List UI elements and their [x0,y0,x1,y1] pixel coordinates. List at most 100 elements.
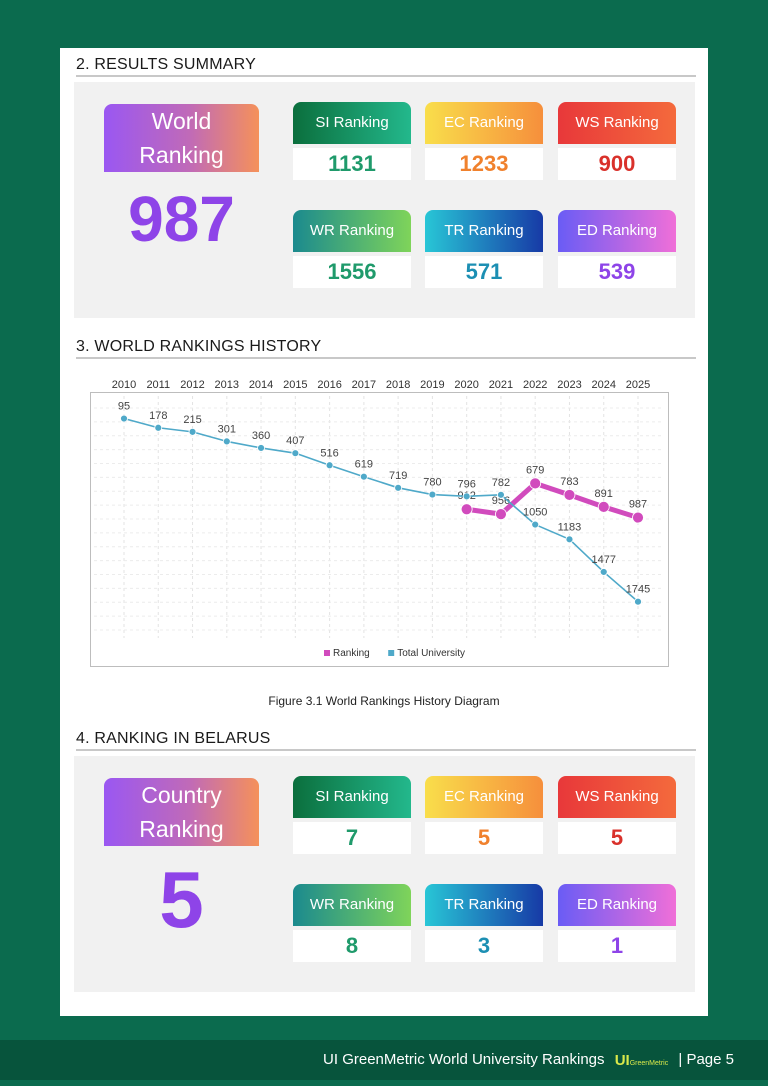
x-tick-label: 2024 [591,379,615,391]
data-point [291,449,300,458]
si-ranking-card: SI Ranking 1131 [293,102,411,180]
page-number: | Page 5 [678,1051,734,1068]
world-ranking-value: 987 [128,183,235,255]
x-tick-label: 2013 [215,379,239,391]
data-label: 1050 [523,507,547,519]
data-point [497,490,505,499]
card-label: SI Ranking [293,776,411,818]
footer-text: UI GreenMetric World University Rankings… [323,1051,734,1069]
data-label: 987 [629,499,647,511]
belarus-title: 4. RANKING IN BELARUS [76,730,696,751]
card-value: 900 [558,148,676,180]
rankings-history-chart: 2010 2011 2012 2013 2014 2015 2016 2017 2018 2019… [90,378,675,670]
data-point [394,483,403,492]
world-ranking-label: World Ranking [104,104,259,172]
data-label: 360 [252,430,270,442]
results-summary-title: 2. RESULTS SUMMARY [76,56,696,77]
data-point [563,489,576,501]
data-point [188,427,197,436]
card-value: 1 [558,930,676,962]
series-line-total-university [123,417,639,603]
tr-ranking-card: TR Ranking 3 [425,884,543,962]
ws-ranking-card: WS Ranking 900 [558,102,676,180]
x-tick-label: 2017 [352,379,376,391]
x-tick-label: 2019 [420,379,444,391]
card-label: ED Ranking [558,884,676,926]
wr-ranking-card: WR Ranking 8 [293,884,411,962]
card-value: 1131 [293,148,411,180]
x-tick-label: 2021 [489,379,513,391]
data-label: 783 [560,476,578,488]
card-value: 5 [558,822,676,854]
data-point [325,461,334,470]
x-tick-label: 2016 [317,379,341,391]
si-ranking-card: SI Ranking 7 [293,776,411,854]
tr-ranking-card: TR Ranking 571 [425,210,543,288]
history-title: 3. WORLD RANKINGS HISTORY [76,338,696,359]
chart-frame [90,392,669,667]
card-value: 1556 [293,256,411,288]
data-point [120,414,128,423]
data-point [462,492,471,501]
x-tick-label: 2022 [523,379,547,391]
card-label: WS Ranking [558,102,676,144]
card-label: TR Ranking [425,210,543,252]
data-label: 619 [355,459,373,471]
ws-ranking-card: WS Ranking 5 [558,776,676,854]
x-tick-label: 2011 [146,379,170,391]
data-point [495,508,507,521]
data-point [565,535,574,544]
ec-ranking-card: EC Ranking 5 [425,776,543,854]
data-point [359,472,368,481]
card-label: ED Ranking [558,210,676,252]
x-tick-label: 2012 [180,379,204,391]
legend-swatch [324,650,330,656]
legend-label: Total University [397,648,465,659]
card-value: 1233 [425,148,543,180]
card-value: 539 [558,256,676,288]
report-page: 2. RESULTS SUMMARY World Ranking 987 SI … [60,48,708,1016]
data-label: 301 [218,423,236,435]
card-label: SI Ranking [293,102,411,144]
data-point [531,520,540,529]
results-panel: World Ranking 987 SI Ranking 1131 EC Ran… [74,82,695,318]
country-ranking-value: 5 [159,855,204,944]
card-value: 7 [293,822,411,854]
data-label: 719 [389,470,407,482]
data-label: 679 [526,464,544,476]
data-label: 782 [492,477,510,489]
x-tick-label: 2020 [454,379,478,391]
card-label: EC Ranking [425,776,543,818]
x-tick-label: 2023 [557,379,581,391]
data-label: 407 [286,435,304,447]
card-value: 571 [425,256,543,288]
ec-ranking-card: EC Ranking 1233 [425,102,543,180]
data-point [154,423,163,432]
data-point [257,444,265,452]
data-label: 1745 [626,584,650,596]
card-label: WS Ranking [558,776,676,818]
card-label: EC Ranking [425,102,543,144]
card-value: 8 [293,930,411,962]
legend-label: Ranking [333,648,370,659]
data-label: 1183 [558,521,582,533]
data-point [222,437,231,446]
chart-svg: 2010 2011 2012 2013 2014 2015 2016 2017 2018 2019… [90,379,669,667]
data-label: 796 [457,478,475,490]
page-footer: UI GreenMetric World University Rankings… [0,1040,768,1080]
data-label: 1477 [591,554,615,566]
card-label: WR Ranking [293,210,411,252]
x-tick-label: 2010 [112,379,136,391]
data-point [597,501,610,513]
wr-ranking-card: WR Ranking 1556 [293,210,411,288]
ed-ranking-card: ED Ranking 1 [558,884,676,962]
data-point [634,597,642,606]
card-value: 5 [425,822,543,854]
data-label: 516 [320,447,338,459]
data-point [632,511,644,524]
legend-swatch [388,650,395,656]
belarus-panel: Country Ranking 5 SI Ranking 7 EC Rankin… [74,756,695,992]
data-label: 891 [595,488,613,500]
data-point [599,568,608,576]
data-label: 95 [118,401,130,413]
